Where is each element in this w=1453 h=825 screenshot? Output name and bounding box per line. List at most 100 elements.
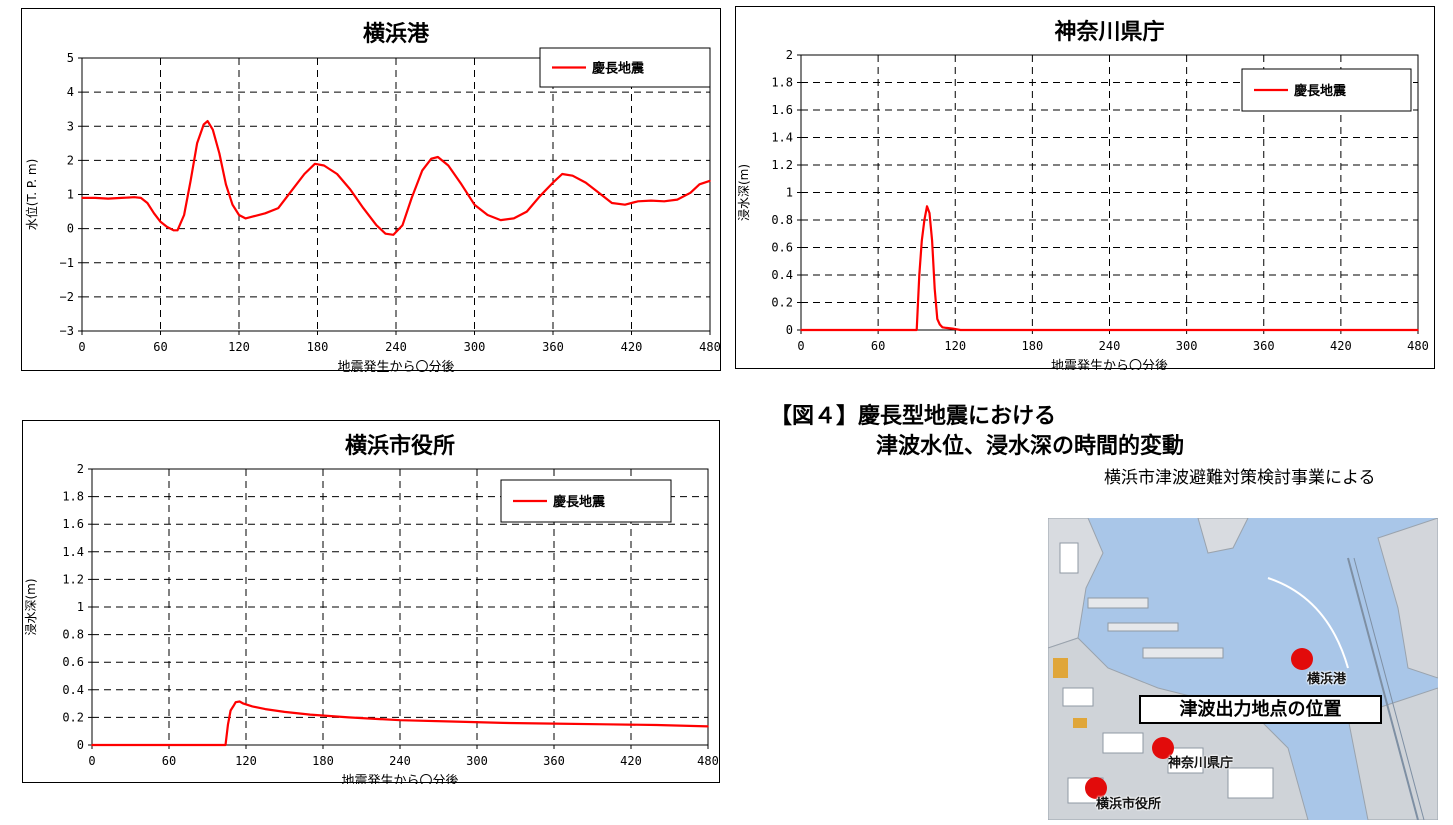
y-tick-label: 1.2 bbox=[771, 158, 793, 172]
data-point bbox=[251, 215, 253, 218]
data-point bbox=[153, 212, 155, 215]
caption-title-line1: 【図４】慶長型地震における bbox=[770, 404, 1057, 429]
data-point bbox=[967, 329, 969, 331]
data-point bbox=[238, 214, 240, 216]
data-point bbox=[401, 224, 404, 227]
marker-kanagawa-office bbox=[1152, 737, 1174, 759]
x-tick-label: 360 bbox=[543, 754, 565, 768]
x-tick-label: 180 bbox=[307, 340, 329, 354]
y-tick-label: 1.4 bbox=[62, 545, 84, 559]
data-point bbox=[584, 181, 587, 184]
data-point bbox=[120, 197, 123, 199]
y-tick-label: 1.8 bbox=[771, 76, 793, 90]
data-point bbox=[229, 709, 232, 712]
x-tick-label: 420 bbox=[621, 340, 643, 354]
y-tick-label: 1.6 bbox=[771, 103, 793, 117]
x-tick-label: 120 bbox=[228, 340, 250, 354]
data-point bbox=[244, 217, 247, 220]
y-tick-label: 1.2 bbox=[62, 572, 84, 586]
y-tick-label: 1 bbox=[77, 600, 84, 614]
y-tick-label: 1.4 bbox=[771, 131, 793, 145]
x-tick-label: 360 bbox=[542, 340, 564, 354]
x-tick-label: 180 bbox=[1022, 339, 1044, 353]
data-point bbox=[650, 199, 652, 202]
data-point bbox=[314, 162, 316, 165]
data-point bbox=[931, 239, 933, 242]
data-point bbox=[81, 197, 83, 199]
data-point bbox=[290, 190, 293, 192]
data-point bbox=[349, 188, 352, 191]
x-axis-label: 地震発生から〇分後 bbox=[337, 360, 454, 372]
marker-city-hall bbox=[1085, 777, 1107, 799]
data-point bbox=[238, 700, 241, 703]
data-point bbox=[800, 329, 802, 331]
y-tick-label: 1 bbox=[67, 188, 74, 202]
chart-kanagawa-prefectural-office: 神奈川県庁 0 0.2 0.4 0.6 0.8 1 1.2 1.4 1.6 1.8 2 0 60 120 18… bbox=[735, 6, 1435, 370]
y-tick-label: 5 bbox=[67, 51, 74, 65]
y-tick-label: 0.8 bbox=[62, 628, 84, 642]
data-point bbox=[399, 719, 401, 721]
y-tick-label: −1 bbox=[60, 256, 74, 270]
data-point bbox=[196, 142, 198, 145]
chart-yokohama-city-hall: 横浜市役所 0 0.2 0.4 0.6 0.8 1 1.2 1.4 1.6 1.8 2 0 60 120 18… bbox=[22, 420, 720, 784]
marker-label-city-hall: 横浜市役所 bbox=[1096, 797, 1162, 812]
y-tick-label: −3 bbox=[60, 324, 74, 338]
x-tick-label: 0 bbox=[797, 339, 804, 353]
data-point bbox=[309, 713, 311, 716]
data-point bbox=[597, 191, 600, 194]
x-tick-label: 0 bbox=[88, 754, 95, 768]
legend-label: 慶長地震 bbox=[553, 494, 606, 510]
data-point bbox=[450, 720, 453, 723]
x-tick-label: 60 bbox=[153, 340, 167, 354]
series-line bbox=[92, 700, 709, 747]
data-point bbox=[624, 203, 626, 206]
data-point bbox=[689, 191, 692, 194]
data-point bbox=[1417, 329, 1419, 331]
x-tick-label: 0 bbox=[78, 340, 85, 354]
legend-label: 慶長地震 bbox=[592, 61, 645, 77]
x-tick-label: 420 bbox=[620, 754, 642, 768]
y-tick-label: 1.8 bbox=[62, 490, 84, 504]
data-point bbox=[146, 202, 149, 204]
marker-yokohama-port bbox=[1291, 648, 1313, 670]
x-tick-label: 120 bbox=[944, 339, 966, 353]
legend-label: 慶長地震 bbox=[1294, 83, 1347, 99]
data-point bbox=[928, 212, 931, 214]
data-point bbox=[499, 219, 502, 221]
data-point bbox=[553, 722, 555, 725]
data-point bbox=[637, 200, 639, 203]
data-point bbox=[936, 318, 939, 320]
data-point bbox=[410, 197, 413, 199]
data-point bbox=[94, 197, 96, 199]
data-point bbox=[224, 744, 227, 746]
y-tick-label: 0 bbox=[77, 738, 84, 752]
marker-label-yokohama-port: 横浜港 bbox=[1307, 672, 1347, 687]
data-point bbox=[183, 214, 185, 216]
y-tick-label: 1.6 bbox=[62, 517, 84, 531]
data-point bbox=[212, 128, 214, 131]
x-tick-label: 360 bbox=[1253, 339, 1275, 353]
data-point bbox=[384, 232, 387, 235]
data-point bbox=[460, 183, 463, 186]
data-point bbox=[923, 219, 926, 221]
data-point bbox=[172, 229, 175, 232]
data-point bbox=[571, 174, 574, 177]
x-tick-label: 240 bbox=[385, 340, 407, 354]
chart-title: 横浜港 bbox=[363, 22, 430, 47]
y-tick-label: 0 bbox=[786, 323, 793, 337]
chart-svg: 横浜港 −3 −2 −1 0 1 2 3 4 5 0 60 120 180 240 300 360 420 480 地… bbox=[24, 22, 721, 372]
x-tick-label: 300 bbox=[466, 754, 488, 768]
y-axis-label: 浸水深(m) bbox=[24, 578, 38, 635]
data-point bbox=[159, 221, 162, 223]
marker-label-kanagawa-office: 神奈川県庁 bbox=[1168, 756, 1234, 771]
y-tick-label: 2 bbox=[67, 153, 74, 167]
chart-title: 神奈川県庁 bbox=[1054, 19, 1164, 45]
y-tick-label: 1 bbox=[786, 186, 793, 200]
x-tick-label: 480 bbox=[699, 340, 721, 354]
y-tick-label: 0.2 bbox=[62, 710, 84, 724]
x-tick-label: 180 bbox=[312, 754, 334, 768]
data-point bbox=[392, 233, 395, 236]
data-point bbox=[347, 716, 350, 719]
x-tick-label: 300 bbox=[1176, 339, 1198, 353]
data-point bbox=[264, 708, 267, 710]
